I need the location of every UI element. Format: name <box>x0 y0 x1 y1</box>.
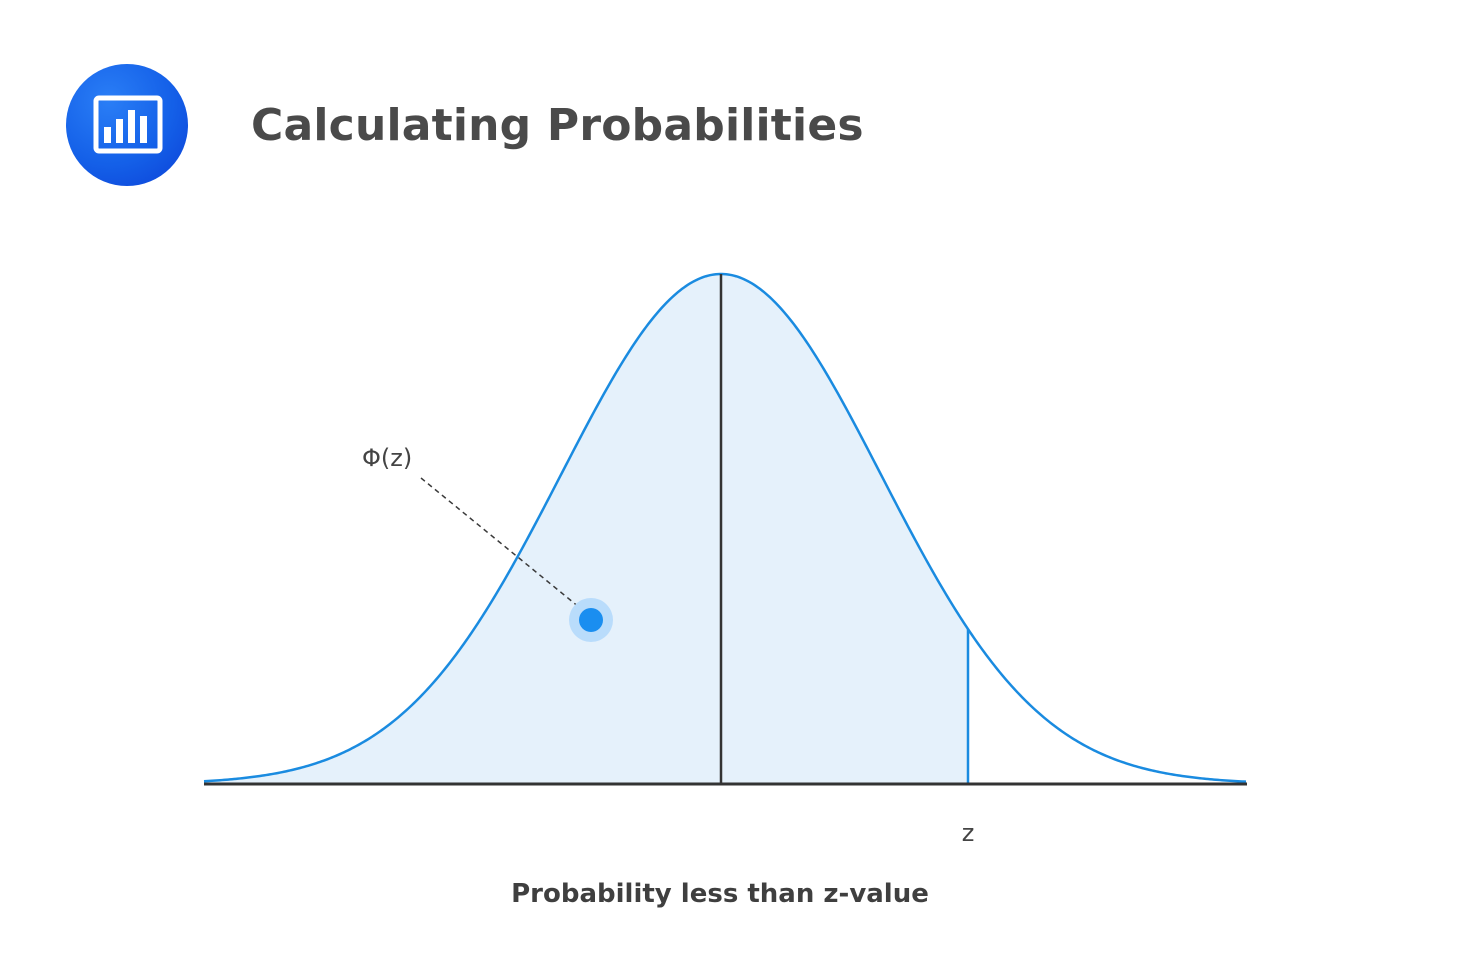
diagram-caption: Probability less than z-value <box>511 879 929 909</box>
z-label: z <box>962 819 975 847</box>
page-title: Calculating Probabilities <box>251 100 864 151</box>
bar-chart-icon <box>93 95 163 154</box>
annotation-label: Φ(z) <box>362 444 412 472</box>
shaded-area <box>204 274 968 784</box>
bell-curve <box>203 272 1247 783</box>
header-badge <box>66 64 188 186</box>
marker-dot <box>579 608 603 632</box>
